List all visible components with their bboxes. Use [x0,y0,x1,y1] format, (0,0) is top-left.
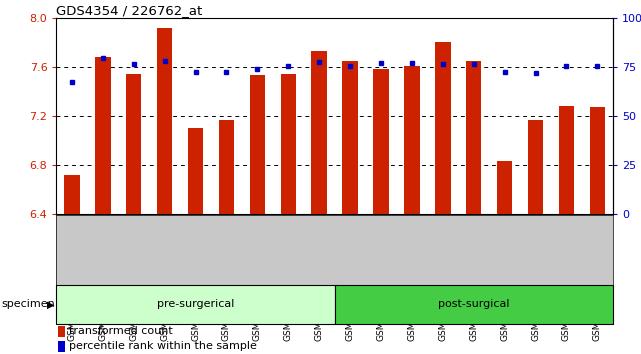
Bar [249,75,265,214]
Bar [335,285,613,324]
Text: transformed count: transformed count [69,326,172,336]
Text: post-surgical: post-surgical [438,299,510,309]
Bar [157,28,172,214]
Bar [58,326,65,337]
Bar [435,42,451,214]
Text: percentile rank within the sample: percentile rank within the sample [69,342,256,352]
Bar [404,65,420,214]
Bar [188,128,203,214]
Bar [56,285,335,324]
Text: pre-surgerical: pre-surgerical [157,299,234,309]
Text: GDS4354 / 226762_at: GDS4354 / 226762_at [56,4,203,17]
Bar [64,175,79,214]
Bar [219,120,234,214]
Bar [58,341,65,352]
Text: ▶: ▶ [47,299,55,309]
Bar [528,120,543,214]
Bar [126,74,142,214]
Bar [590,107,605,214]
Text: specimen: specimen [1,299,55,309]
Bar [497,161,512,214]
Bar [312,51,327,214]
Bar [281,74,296,214]
Bar [559,106,574,214]
Bar [95,57,110,214]
Bar [466,61,481,214]
Bar [342,61,358,214]
Bar [373,69,388,214]
